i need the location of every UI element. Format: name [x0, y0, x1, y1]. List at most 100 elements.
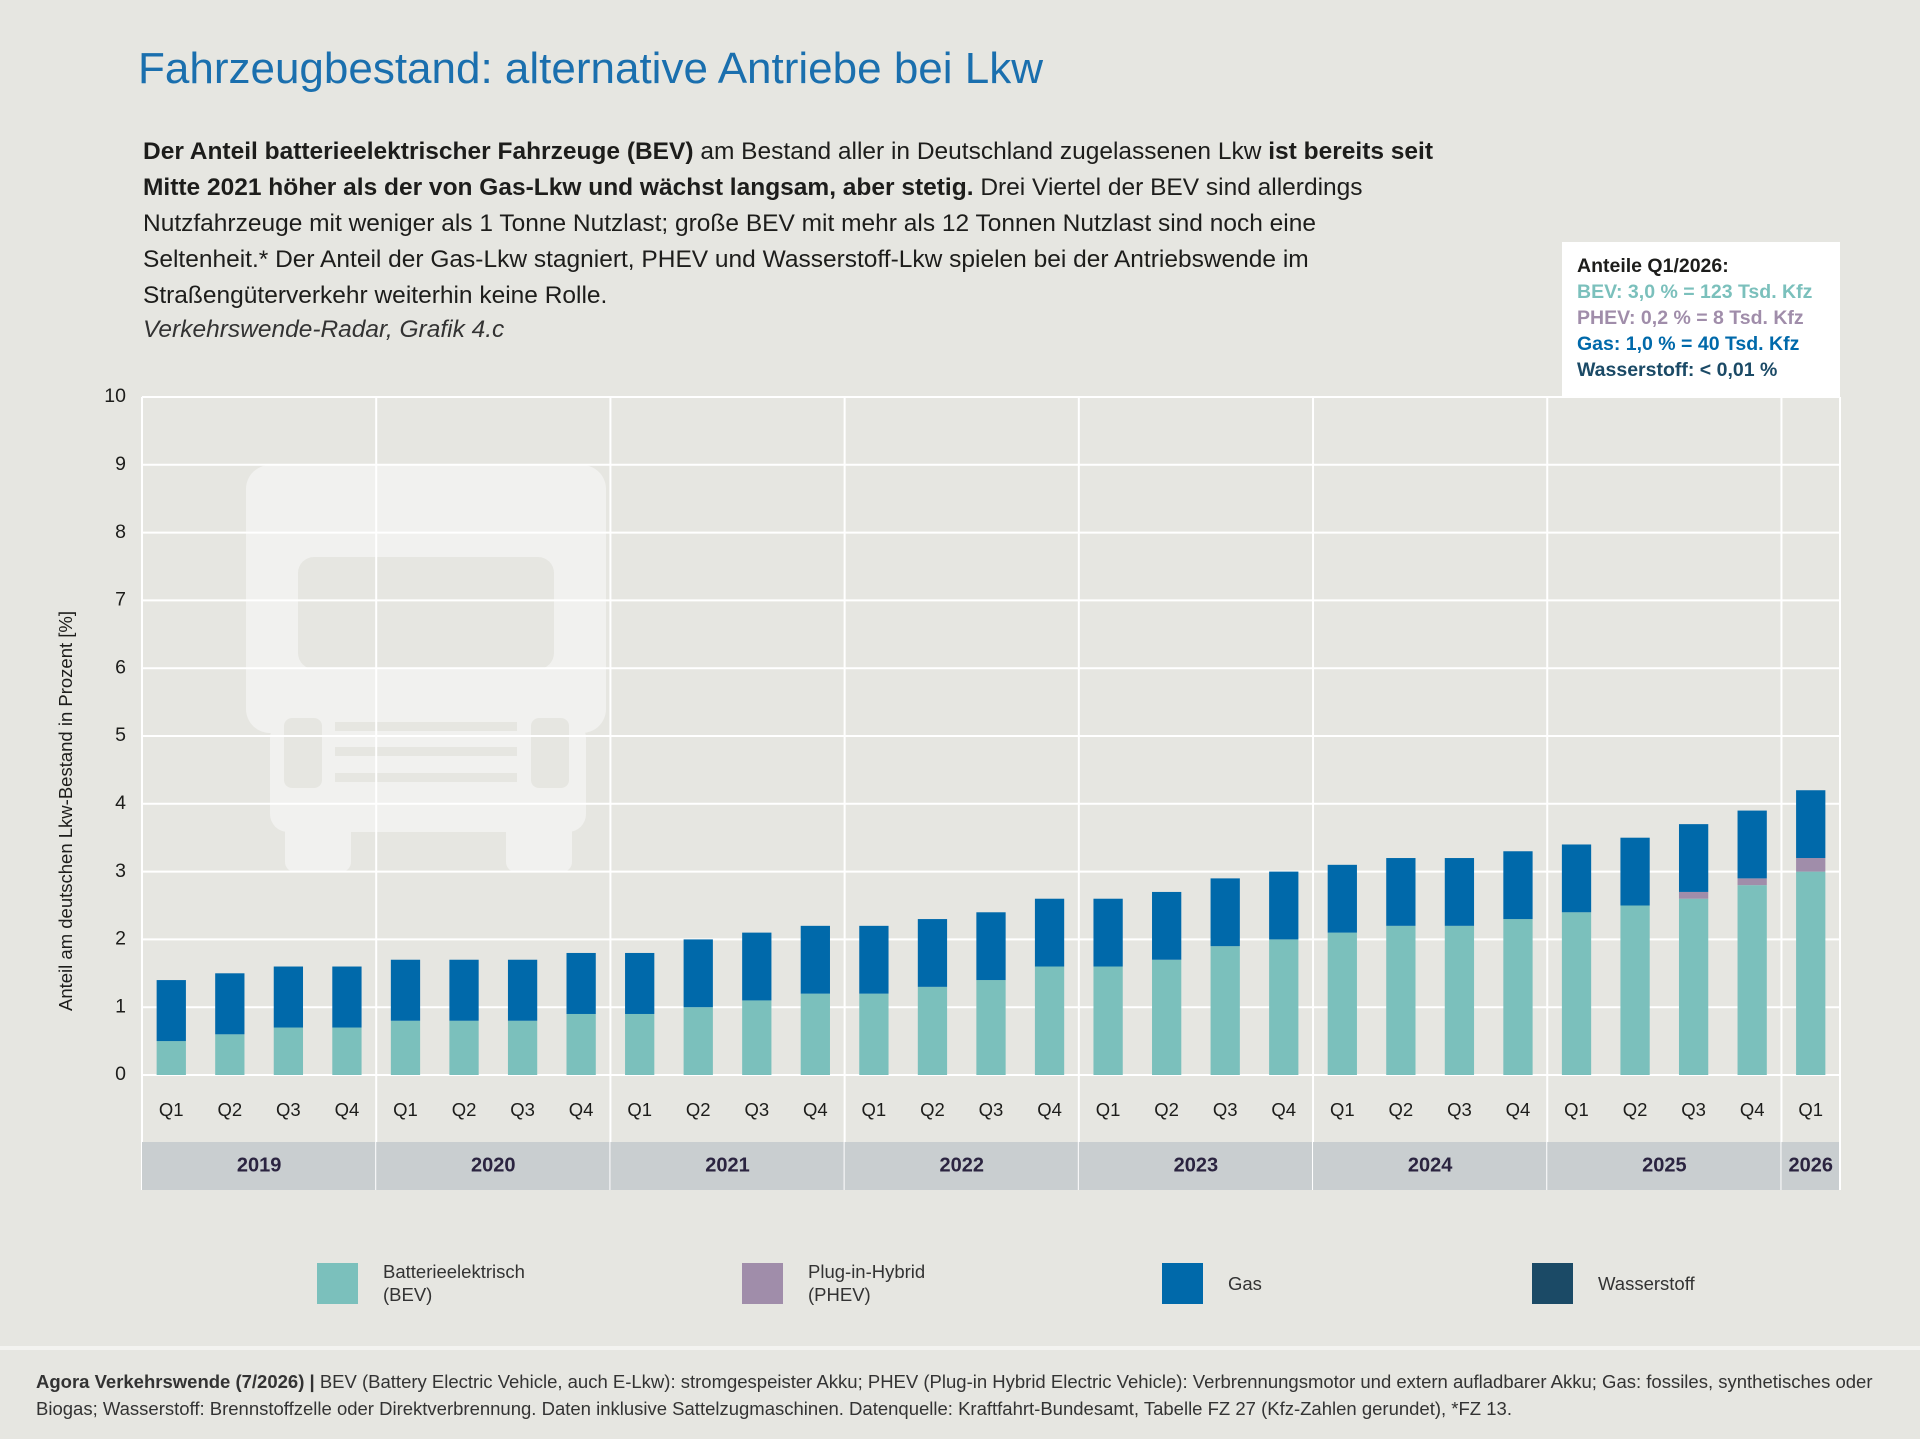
- legend-swatch: [742, 1263, 783, 1304]
- year-band: [1313, 1142, 1548, 1190]
- bar-segment: [1796, 790, 1826, 859]
- bar-segment: [917, 986, 948, 1075]
- bar-segment: [1327, 932, 1357, 1075]
- bar-segment: [742, 1000, 772, 1075]
- bar-segment: [1678, 824, 1709, 892]
- year-label: 2024: [1408, 1154, 1453, 1176]
- x-tick-label: Q2: [1389, 1099, 1414, 1120]
- x-tick-label: Q1: [1564, 1099, 1589, 1120]
- text-run: ist bereits seit Mitte 2021 höher als de…: [143, 138, 1434, 201]
- x-tick-label: Q3: [1447, 1099, 1472, 1120]
- bar-segment: [976, 980, 1006, 1075]
- bar-segment: [1093, 898, 1123, 967]
- chart-description: Der Anteil batterieelektrischer Fahrzeug…: [143, 134, 1443, 314]
- x-tick-label: Q4: [1740, 1099, 1765, 1120]
- bar-segment: [683, 939, 713, 1008]
- year-label: 2022: [939, 1154, 984, 1176]
- year-band: [1547, 1142, 1782, 1190]
- x-tick-label: Q4: [1506, 1099, 1531, 1120]
- bar-segment: [1444, 925, 1475, 1075]
- bar-segment: [449, 1020, 479, 1075]
- annotation-line: BEV: 3,0 % = 123 Tsd. Kfz: [1577, 281, 1813, 303]
- text-run: Der Anteil batterieelektrischer Fahrzeug…: [143, 138, 694, 165]
- legend-label: Batterieelektrisch (BEV): [383, 1261, 525, 1305]
- year-band: [610, 1142, 845, 1190]
- bar-segment: [1327, 864, 1357, 933]
- year-label: 2025: [1642, 1154, 1687, 1176]
- x-tick-label: Q3: [744, 1099, 769, 1120]
- x-tick-label: Q1: [1798, 1099, 1823, 1120]
- y-tick-label: 4: [115, 792, 126, 814]
- x-tick-label: Q2: [1154, 1099, 1179, 1120]
- x-tick-label: Q1: [862, 1099, 887, 1120]
- bar-segment: [742, 932, 772, 1001]
- bar-segment: [1620, 905, 1650, 1075]
- legend-label: Plug-in-Hybrid (PHEV): [808, 1261, 926, 1305]
- bar-segment: [332, 1027, 362, 1075]
- bar-segment: [1503, 919, 1533, 1075]
- legend-swatch: [1532, 1263, 1573, 1304]
- year-band: [1078, 1142, 1314, 1190]
- x-tick-label: Q4: [1037, 1099, 1062, 1120]
- text-run: am Bestand aller in Deutschland zugelass…: [693, 138, 1269, 165]
- bar-segment: [1620, 837, 1650, 906]
- bar-segment: [1386, 858, 1416, 926]
- bar-segment: [507, 1020, 538, 1075]
- legend-label: Wasserstoff: [1598, 1273, 1695, 1294]
- bar-segment: [390, 1020, 421, 1075]
- bar-segment: [273, 966, 304, 1028]
- bar-segment: [566, 952, 596, 1014]
- y-tick-label: 7: [115, 589, 126, 611]
- x-tick-label: Q1: [159, 1099, 184, 1120]
- bar-segment: [1152, 891, 1182, 960]
- y-tick-label: 5: [115, 724, 126, 746]
- bar-segment: [1796, 871, 1826, 1075]
- y-tick-label: 3: [115, 860, 126, 882]
- bar-segment: [625, 1013, 655, 1075]
- chart-title: Fahrzeugbestand: alternative Antriebe be…: [138, 44, 1044, 93]
- bar-segment: [215, 1034, 245, 1075]
- year-label: 2023: [1174, 1154, 1219, 1176]
- y-axis-label: Anteil am deutschen Lkw-Bestand in Proze…: [55, 611, 76, 1011]
- bar-segment: [1269, 871, 1299, 940]
- year-label: 2019: [237, 1154, 282, 1176]
- x-tick-label: Q1: [1330, 1099, 1355, 1120]
- bar-segment: [273, 1027, 304, 1075]
- bar-segment: [1737, 878, 1767, 886]
- footer-separator: [0, 1346, 1920, 1350]
- bar-segment: [449, 959, 479, 1021]
- x-tick-label: Q2: [920, 1099, 945, 1120]
- bar-segment: [566, 1013, 596, 1075]
- footnote: Agora Verkehrswende (7/2026) | BEV (Batt…: [36, 1368, 1886, 1422]
- bar-segment: [1093, 966, 1123, 1075]
- x-tick-label: Q1: [1096, 1099, 1121, 1120]
- text-run: Drei Viertel der BEV sind allerdings Nut…: [143, 174, 1363, 309]
- year-label: 2020: [471, 1154, 516, 1176]
- annotation-line: Gas: 1,0 % = 40 Tsd. Kfz: [1577, 333, 1800, 355]
- y-tick-label: 8: [115, 521, 126, 543]
- bar-segment: [859, 925, 889, 994]
- bar-segment: [1678, 891, 1709, 899]
- y-tick-label: 0: [115, 1063, 126, 1085]
- x-tick-label: Q2: [452, 1099, 477, 1120]
- bar-segment: [390, 959, 421, 1021]
- year-label: 2021: [705, 1154, 750, 1176]
- bar-segment: [1503, 851, 1533, 920]
- x-tick-label: Q3: [1681, 1099, 1706, 1120]
- bar-segment: [1737, 810, 1767, 879]
- bar-segment: [625, 952, 655, 1014]
- bar-segment: [1796, 858, 1826, 872]
- bar-segment: [800, 993, 830, 1075]
- legend-label: Gas: [1228, 1273, 1262, 1294]
- y-tick-label: 1: [115, 995, 126, 1017]
- bar-segment: [917, 919, 948, 987]
- x-tick-label: Q4: [335, 1099, 360, 1120]
- x-tick-label: Q2: [217, 1099, 242, 1120]
- chart-source: Verkehrswende-Radar, Grafik 4.c: [143, 316, 505, 343]
- x-tick-label: Q1: [393, 1099, 418, 1120]
- x-tick-label: Q4: [569, 1099, 594, 1120]
- bar-segment: [1678, 898, 1709, 1075]
- x-tick-label: Q3: [979, 1099, 1004, 1120]
- bar-segment: [976, 912, 1006, 981]
